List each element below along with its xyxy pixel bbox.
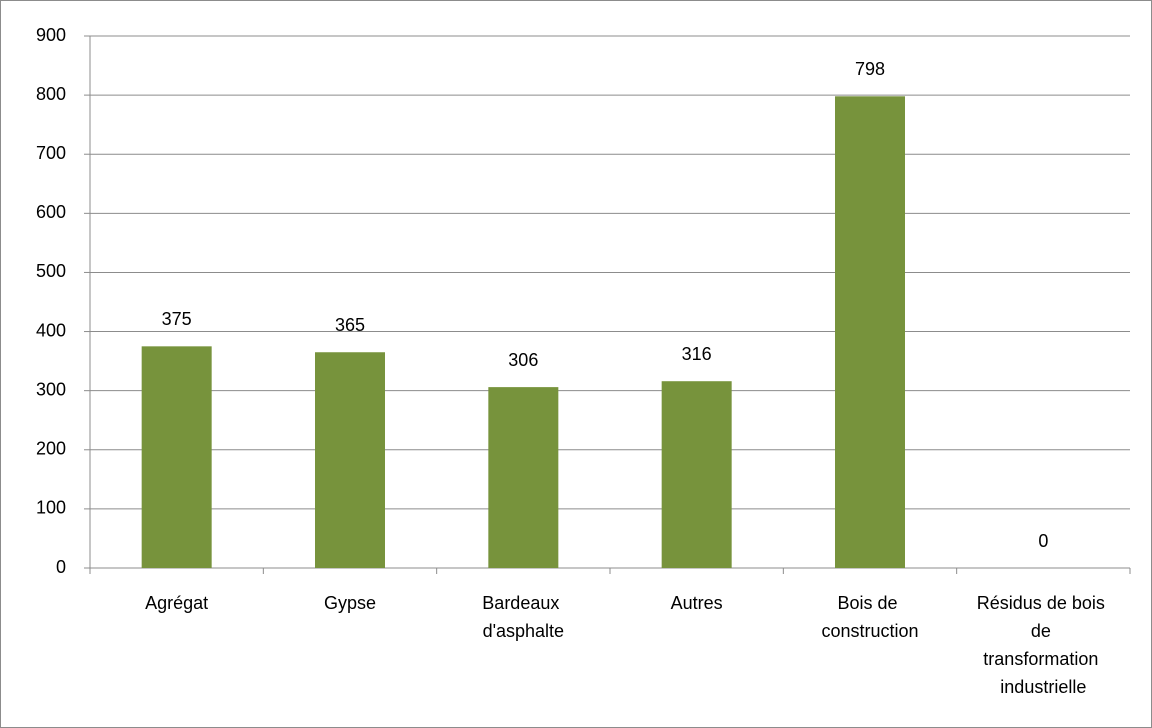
y-tick-label: 900 (36, 25, 66, 45)
y-tick-label: 600 (36, 202, 66, 222)
x-tick-label: Résidus de bois de transformation indust… (977, 593, 1110, 697)
data-label: 375 (162, 309, 192, 329)
data-label: 306 (508, 350, 538, 370)
bar (661, 381, 732, 568)
x-tick-label: Bois de construction (821, 593, 918, 641)
data-label: 365 (335, 315, 365, 335)
y-tick-label: 100 (36, 498, 66, 518)
bar (141, 346, 212, 568)
bar (315, 352, 385, 568)
y-tick-label: 200 (36, 439, 66, 459)
data-label: 0 (1038, 531, 1048, 551)
x-tick-label: Gypse (324, 593, 376, 613)
data-label: 316 (682, 344, 712, 364)
bar (488, 387, 559, 568)
y-tick-label: 0 (56, 557, 66, 577)
x-tick-label: Agrégat (145, 593, 208, 613)
y-tick-label: 800 (36, 84, 66, 104)
x-tick-label: Bardeaux d'asphalte (482, 593, 564, 641)
y-tick-label: 400 (36, 320, 66, 340)
x-tick-label: Autres (671, 593, 723, 613)
y-tick-label: 700 (36, 143, 66, 163)
data-label: 798 (855, 59, 885, 79)
y-tick-label: 300 (36, 379, 66, 399)
y-tick-label: 500 (36, 261, 66, 281)
bar (835, 96, 905, 568)
